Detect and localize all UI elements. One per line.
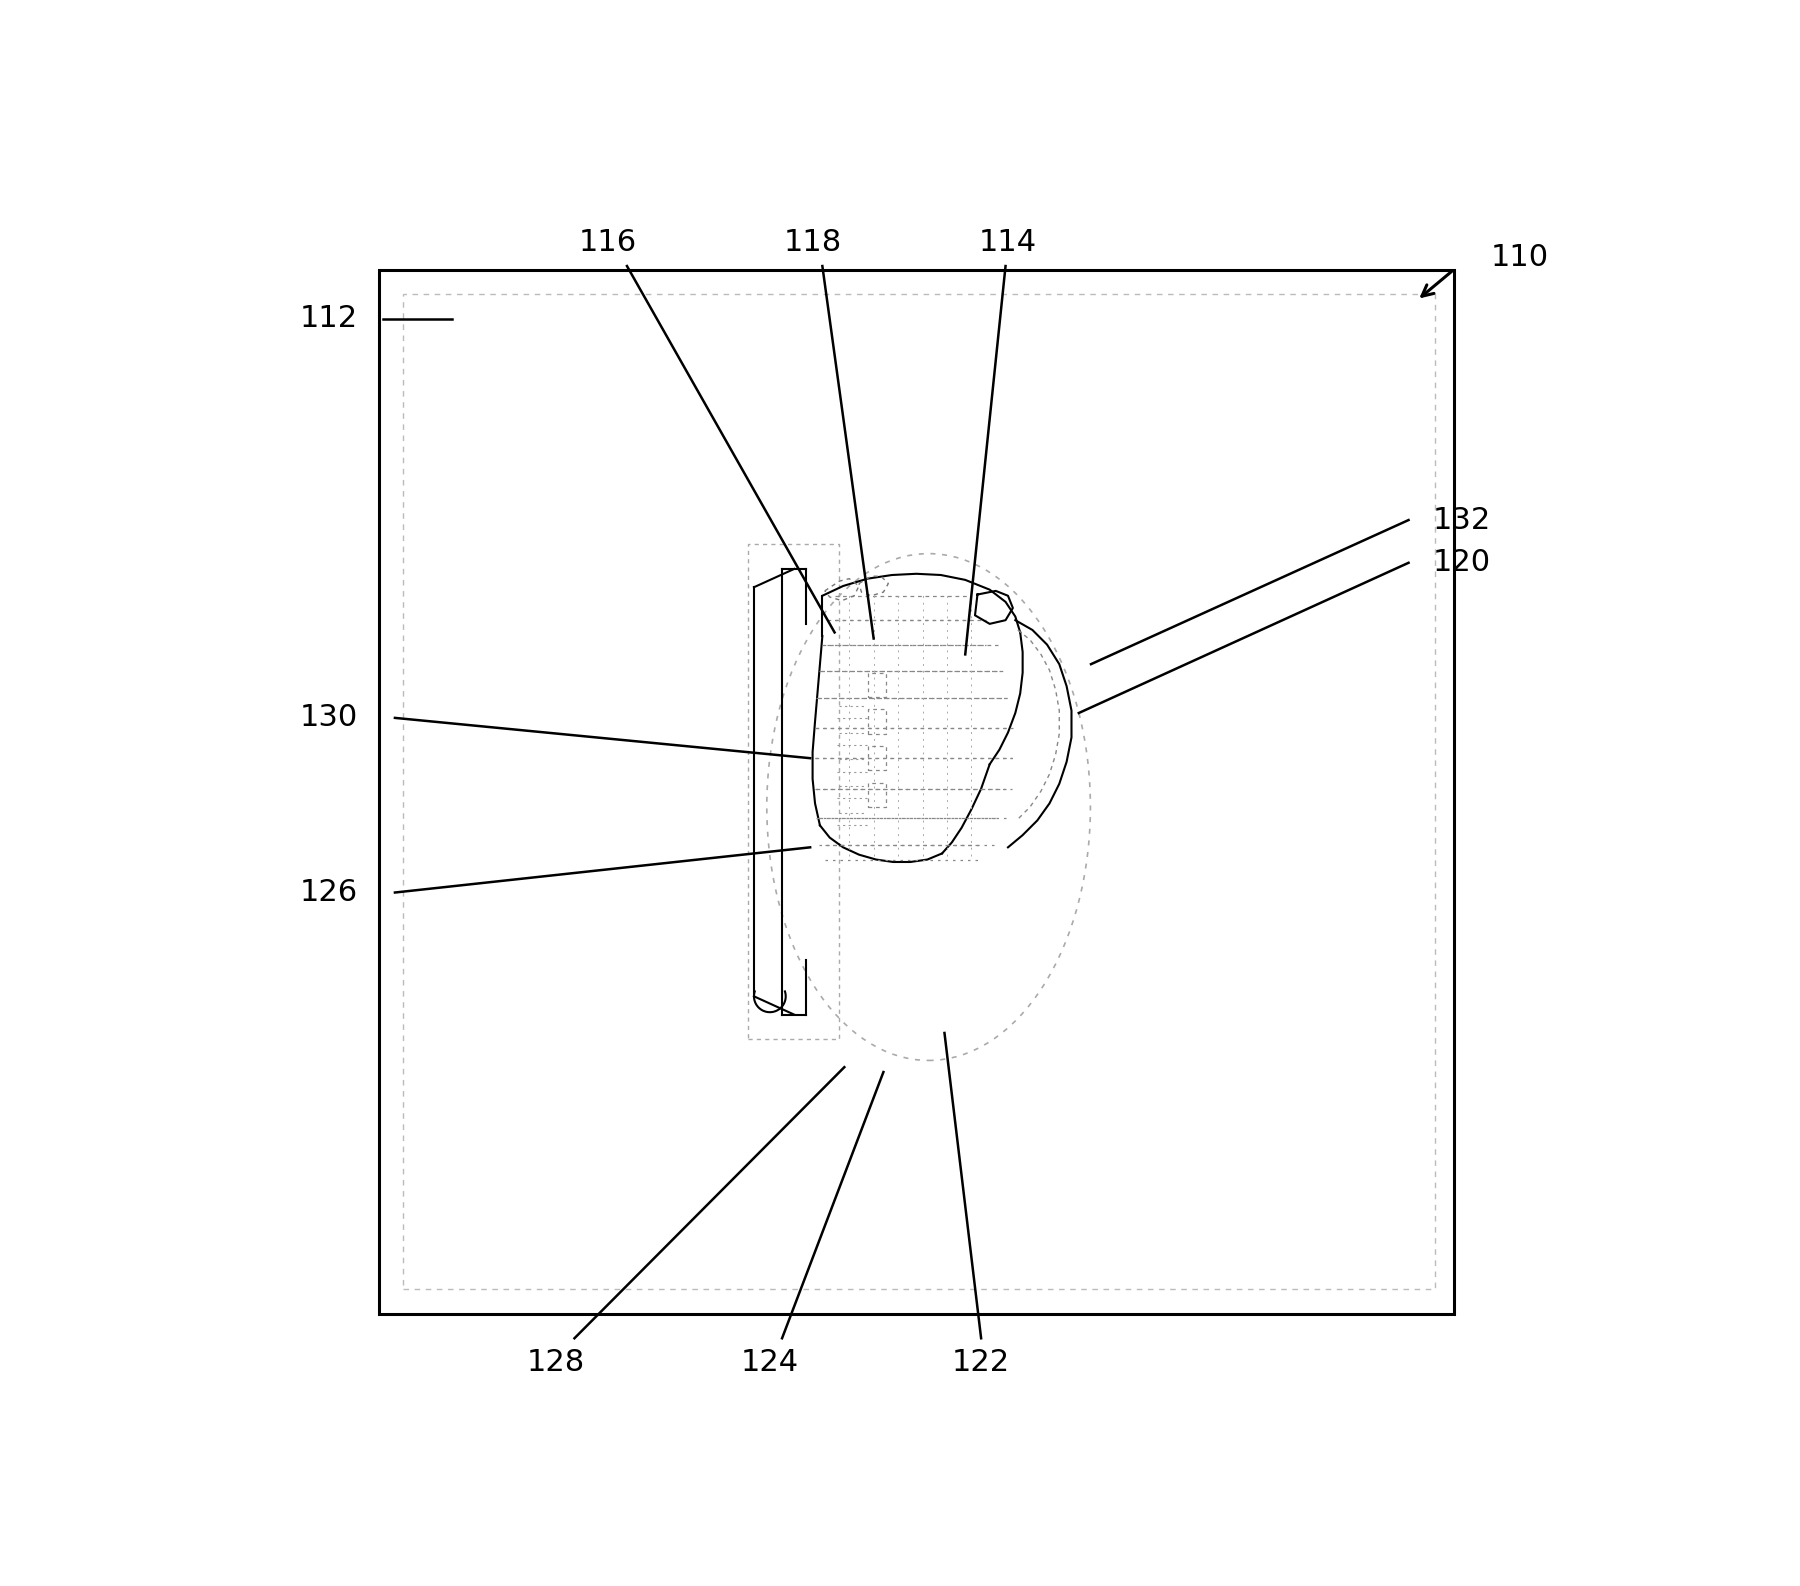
- Text: 118: 118: [783, 228, 842, 257]
- Text: 132: 132: [1433, 506, 1490, 534]
- Text: 126: 126: [301, 879, 358, 907]
- Bar: [403, 293, 1435, 1289]
- Text: 114: 114: [979, 228, 1037, 257]
- Text: 116: 116: [578, 228, 637, 257]
- Text: 122: 122: [952, 1348, 1010, 1377]
- Text: 124: 124: [742, 1348, 799, 1377]
- Text: 110: 110: [1490, 243, 1548, 271]
- Bar: [747, 544, 839, 1039]
- Text: 128: 128: [527, 1348, 585, 1377]
- Bar: [380, 270, 1454, 1313]
- Text: 112: 112: [301, 305, 358, 333]
- Text: 120: 120: [1433, 549, 1490, 577]
- Text: 130: 130: [301, 703, 358, 733]
